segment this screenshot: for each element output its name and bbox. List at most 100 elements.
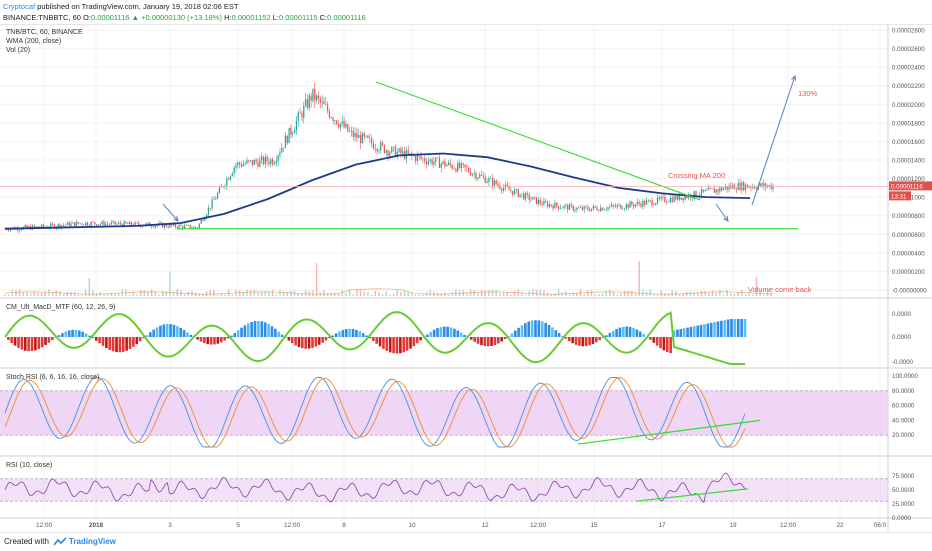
volume-bar <box>235 289 236 296</box>
candle-body <box>36 226 37 227</box>
x-tick-label: 15 <box>590 522 598 529</box>
candle-body <box>670 198 671 202</box>
tradingview-brand[interactable]: TradingView <box>69 537 116 546</box>
macd-histogram-bar <box>281 335 284 337</box>
candle-body <box>362 133 363 143</box>
candle-body <box>422 158 423 159</box>
candle-body <box>213 199 214 200</box>
candle-body <box>705 190 706 191</box>
macd-histogram-bar <box>318 337 321 345</box>
author-link[interactable]: Cryptocaf <box>3 2 35 11</box>
candle-body <box>294 130 295 133</box>
volume-bar <box>158 294 159 296</box>
macd-histogram-bar <box>686 328 689 337</box>
candle-body <box>177 227 178 228</box>
candle-body <box>510 190 511 191</box>
candle-body <box>28 226 29 227</box>
x-tick-label: 12:00 <box>284 522 300 529</box>
candle-body <box>34 225 35 226</box>
macd-histogram-bar <box>453 329 456 337</box>
candle-body <box>545 201 546 202</box>
candle-body <box>232 173 233 176</box>
candle-body <box>147 223 148 224</box>
macd-histogram-bar <box>737 319 740 337</box>
volume-bar <box>4 294 5 296</box>
macd-histogram-bar <box>659 337 662 348</box>
candle-body <box>155 226 156 228</box>
candle-body <box>540 200 541 204</box>
arrow-crossing <box>716 204 728 221</box>
candle-body <box>607 207 608 209</box>
macd-histogram-bar <box>710 323 713 337</box>
macd-histogram-bar <box>274 329 277 337</box>
volume-bar <box>514 291 515 296</box>
volume-bar <box>631 291 632 296</box>
macd-histogram-bar <box>717 321 720 337</box>
candle-body <box>503 188 504 191</box>
candle-body <box>169 224 170 227</box>
candle-body <box>426 162 427 164</box>
open-label: O: <box>83 13 91 22</box>
macd-histogram-bar <box>544 323 547 337</box>
macd-histogram-bar <box>693 326 696 337</box>
volume-bar <box>562 293 563 296</box>
candle-body <box>573 205 574 210</box>
macd-histogram-bar <box>179 328 182 337</box>
chart-area[interactable]: 0.000028000.000026000.000024000.00002200… <box>0 24 932 532</box>
macd-histogram-bar <box>720 321 723 337</box>
volume-bar <box>558 289 559 296</box>
candle-body <box>250 160 251 161</box>
macd-histogram-bar <box>173 325 176 337</box>
macd-histogram-bar <box>169 324 172 337</box>
candle-body <box>8 230 9 231</box>
open-value: 0.00001116 <box>91 13 130 22</box>
macd-histogram-bar <box>78 331 81 337</box>
macd-histogram-bar <box>558 333 561 337</box>
candle-body <box>331 117 332 118</box>
candle-body <box>461 163 462 168</box>
macd-histogram-bar <box>119 337 122 352</box>
macd-histogram-bar <box>568 337 571 341</box>
candle-body <box>167 227 168 228</box>
candle-body <box>771 185 772 189</box>
volume-bar <box>371 295 372 296</box>
macd-histogram-bar <box>17 337 20 348</box>
candle-body <box>360 135 361 143</box>
volume-bar <box>543 290 544 296</box>
candle-body <box>91 222 92 226</box>
macd-histogram-bar <box>582 337 585 346</box>
grid <box>0 24 888 518</box>
candle-body <box>263 157 264 164</box>
volume-bar <box>206 291 207 296</box>
macd-histogram-bar <box>379 337 382 346</box>
macd-histogram-bar <box>575 337 578 345</box>
x-tick-label: 22 <box>836 522 844 529</box>
arrow-target <box>752 76 795 205</box>
macd-histogram-bar <box>656 337 659 346</box>
candle-body <box>290 128 291 135</box>
candle-body <box>606 209 607 210</box>
candle-body <box>109 224 110 225</box>
volume-bar <box>547 293 548 296</box>
volume-bar <box>173 293 174 296</box>
candle-body <box>367 136 368 138</box>
volume-bar <box>433 292 434 296</box>
candle-body <box>591 209 592 211</box>
macd-histogram-bar <box>10 337 13 343</box>
macd-histogram-bar <box>105 337 108 348</box>
candle-body <box>254 160 255 165</box>
candle-body <box>684 196 685 200</box>
price-panel-title: TNB/BTC, 60, BINANCE <box>6 29 83 36</box>
candle-body <box>301 113 302 117</box>
macd-histogram-bar <box>707 324 710 337</box>
volume-bar <box>386 291 387 296</box>
macd-histogram-bar <box>298 337 301 347</box>
candle-body <box>442 161 443 163</box>
macd-histogram-bar <box>348 329 351 337</box>
macd-histogram-bar <box>112 337 115 351</box>
candle-body <box>569 204 570 210</box>
candle-body <box>717 189 718 191</box>
candle-body <box>188 225 189 226</box>
candle-body <box>74 222 75 226</box>
volume-bar <box>364 291 365 296</box>
